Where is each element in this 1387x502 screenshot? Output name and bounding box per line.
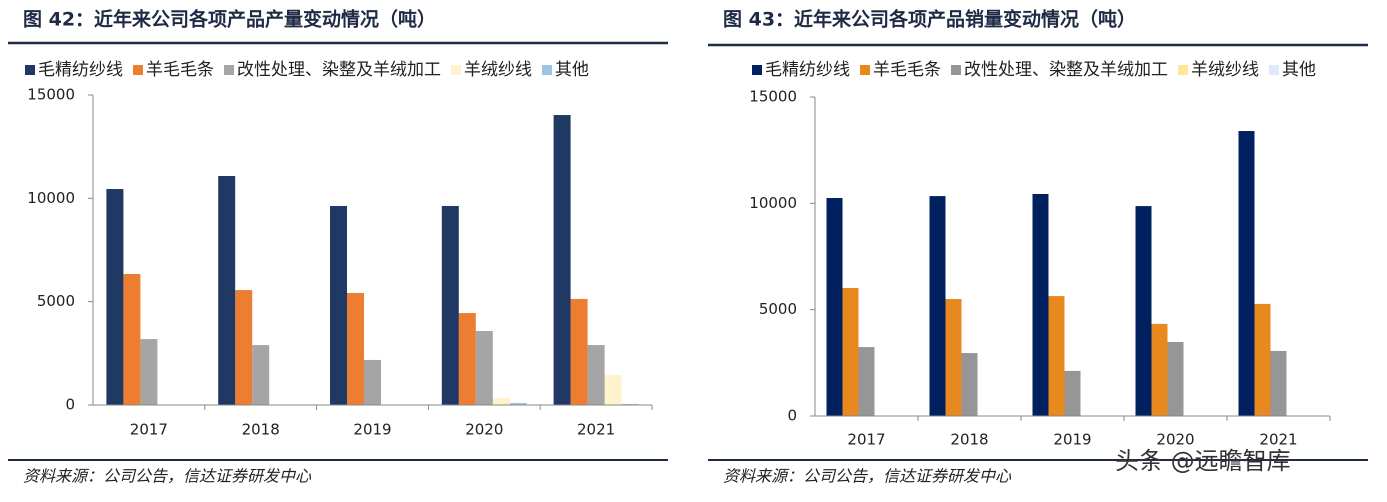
bar xyxy=(235,290,253,405)
bar xyxy=(252,345,270,405)
source: 资料来源：公司公告，信达证券研发中心 xyxy=(23,467,312,486)
bar xyxy=(347,292,364,405)
bar xyxy=(1254,303,1271,416)
bar xyxy=(570,298,588,405)
x-tick-label: 2018 xyxy=(242,421,280,439)
legend-swatch xyxy=(451,65,461,75)
legend-label: 毛精纺纱线 xyxy=(38,60,123,80)
legend-label: 羊毛毛条 xyxy=(146,60,214,80)
legend-swatch xyxy=(752,65,762,75)
legend-swatch xyxy=(860,65,870,75)
bar xyxy=(218,176,236,405)
bar xyxy=(945,299,962,416)
x-tick-label: 2017 xyxy=(130,421,168,439)
legend-swatch xyxy=(542,65,552,75)
y-tick-label: 15000 xyxy=(27,86,75,104)
x-tick-label: 2020 xyxy=(465,421,503,439)
bar xyxy=(140,339,158,405)
bar xyxy=(1238,131,1255,416)
bar xyxy=(475,331,493,405)
bar xyxy=(364,359,381,405)
bar xyxy=(826,198,843,416)
y-tick-label: 10000 xyxy=(27,189,75,207)
legend-swatch xyxy=(25,65,35,75)
legend-label: 毛精纺纱线 xyxy=(765,60,850,80)
legend-swatch xyxy=(951,65,961,75)
bar xyxy=(553,115,571,406)
legend-label: 羊绒纱线 xyxy=(1191,60,1259,80)
watermark: 头条 @远瞻智库 xyxy=(1115,447,1291,475)
bar xyxy=(123,273,141,405)
x-tick-label: 2019 xyxy=(353,421,391,439)
bar xyxy=(961,353,978,416)
bar xyxy=(621,403,639,405)
x-tick-label: 2019 xyxy=(1053,431,1091,449)
bar xyxy=(492,397,510,405)
legend-label: 改性处理、染整及羊绒加工 xyxy=(964,60,1168,80)
y-tick-label: 0 xyxy=(65,396,75,414)
chart-title: 图 43：近年来公司各项产品销量变动情况（吨） xyxy=(723,8,1136,31)
legend-label: 其他 xyxy=(1282,60,1316,80)
bar xyxy=(1151,323,1168,416)
bar xyxy=(1048,296,1065,416)
x-tick-label: 2017 xyxy=(847,431,885,449)
bar xyxy=(929,196,946,416)
y-tick-label: 15000 xyxy=(749,88,797,106)
chart-title: 图 42：近年来公司各项产品产量变动情况（吨） xyxy=(23,8,436,31)
bar xyxy=(858,347,875,416)
legend-label: 羊毛毛条 xyxy=(873,60,941,80)
x-tick-label: 2021 xyxy=(577,421,615,439)
bar xyxy=(604,375,622,405)
bar xyxy=(1135,206,1152,416)
bar xyxy=(1064,370,1081,416)
bar xyxy=(441,205,459,405)
y-tick-label: 0 xyxy=(787,407,797,425)
bar xyxy=(330,205,347,405)
bar xyxy=(1167,341,1184,416)
source: 资料来源：公司公告，信达证券研发中心 xyxy=(723,467,1012,486)
legend-swatch xyxy=(1178,65,1188,75)
bar xyxy=(1032,193,1049,416)
bar xyxy=(458,313,476,405)
bar xyxy=(1270,350,1287,416)
x-tick-label: 2018 xyxy=(950,431,988,449)
legend-swatch xyxy=(133,65,143,75)
legend-label: 改性处理、染整及羊绒加工 xyxy=(237,60,441,80)
bar xyxy=(842,287,859,416)
legend-label: 羊绒纱线 xyxy=(464,60,532,80)
bar xyxy=(106,189,124,405)
x-tick-label: 2021 xyxy=(1259,431,1297,449)
legend-label: 其他 xyxy=(555,60,589,80)
bar xyxy=(509,402,527,405)
x-tick-label: 2020 xyxy=(1156,431,1194,449)
legend-swatch xyxy=(1269,65,1279,75)
legend-swatch xyxy=(224,65,234,75)
bar xyxy=(587,345,605,405)
y-tick-label: 5000 xyxy=(37,292,75,310)
y-tick-label: 5000 xyxy=(759,300,797,318)
y-tick-label: 10000 xyxy=(749,194,797,212)
